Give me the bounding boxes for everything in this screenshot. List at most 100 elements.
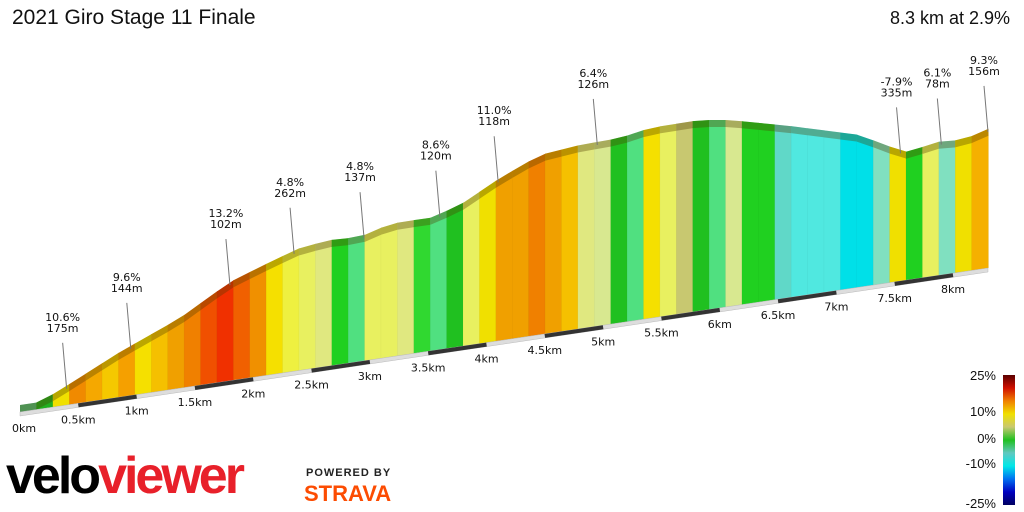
legend-tick-label: 25%	[970, 368, 996, 383]
road-surface-shade	[184, 302, 201, 323]
road-surface	[102, 352, 119, 371]
road-surface-shade	[725, 120, 743, 129]
grade-segment	[741, 126, 760, 305]
grade-segment	[331, 243, 349, 366]
road-surface-shade	[315, 239, 333, 251]
road-surface-shade	[823, 130, 841, 140]
grade-segment	[233, 277, 251, 381]
grade-segment	[495, 176, 513, 342]
road-surface-shade	[905, 146, 923, 159]
road-surface-shade	[971, 128, 989, 144]
road-surface-shade	[659, 123, 677, 134]
road-surface	[52, 383, 70, 402]
grade-segment	[905, 152, 924, 281]
road-surface-shade	[348, 234, 366, 246]
road-surface-shade	[200, 291, 218, 311]
annotation-grade: 10.6%	[45, 311, 80, 324]
road-surface-shade	[528, 153, 546, 169]
x-tick-label: 3km	[358, 370, 382, 383]
road-surface-shade	[134, 334, 152, 351]
road-surface-shade	[364, 227, 382, 242]
road-surface	[610, 135, 628, 147]
x-tick-label: 0km	[12, 422, 36, 435]
road-surface-shade	[512, 161, 530, 178]
annotation-grade: -7.9%	[881, 75, 913, 88]
road-surface-shade	[151, 324, 169, 342]
grade-segment	[659, 129, 678, 318]
x-tick-label: 4km	[474, 353, 498, 366]
grade-segment	[626, 135, 645, 322]
x-tick-label: 4.5km	[528, 344, 563, 357]
km-band	[777, 290, 837, 304]
logo-viewer: viewer	[98, 447, 245, 505]
grade-segment	[528, 159, 546, 337]
road-surface-shade	[167, 314, 185, 332]
grade-segment	[593, 145, 612, 327]
road-surface-shade	[873, 140, 891, 154]
road-surface	[298, 243, 316, 256]
annotation-leader-line	[62, 342, 68, 389]
road-surface-shade	[413, 217, 431, 228]
road-surface	[643, 126, 661, 138]
x-tick-label: 6.5km	[761, 309, 796, 322]
road-surface-shade	[249, 263, 267, 280]
grade-segment	[971, 134, 989, 271]
road-surface-shade	[266, 255, 284, 271]
annotation-length: 126m	[577, 78, 609, 91]
climb-summary: 8.3 km at 2.9%	[889, 8, 1010, 28]
road-surface	[167, 314, 185, 332]
km-band	[311, 359, 371, 373]
road-surface	[807, 128, 825, 138]
legend-tick-label: 10%	[970, 404, 996, 419]
road-surface	[134, 334, 152, 351]
km-band	[427, 342, 487, 356]
road-surface-shade	[20, 402, 37, 412]
x-tick-label: 8km	[941, 283, 965, 296]
annotation-length: 137m	[344, 171, 376, 184]
road-surface	[922, 141, 940, 155]
grade-segment	[807, 133, 825, 296]
x-tick-label: 2km	[241, 387, 265, 400]
road-surface	[758, 122, 776, 132]
road-surface-shade	[282, 248, 300, 264]
road-surface	[627, 130, 644, 143]
annotation-grade: 9.3%	[970, 54, 998, 67]
road-surface	[856, 134, 874, 148]
road-surface-shade	[495, 170, 513, 188]
road-surface-shade	[922, 141, 940, 155]
road-surface	[889, 146, 907, 159]
grade-segment	[298, 249, 317, 371]
road-surface-shade	[709, 120, 726, 127]
grade-segment	[462, 197, 481, 347]
road-surface-shade	[692, 120, 710, 129]
road-surface	[20, 402, 37, 412]
annotation-grade: 8.6%	[422, 139, 450, 152]
grade-segment	[610, 141, 628, 325]
annotation-length: 78m	[925, 77, 950, 90]
powered-by-text: POWERED BY	[306, 467, 392, 479]
road-surface	[577, 142, 595, 153]
road-surface	[528, 153, 546, 169]
x-tick-label: 1km	[125, 405, 149, 418]
annotation-length: 120m	[420, 150, 452, 163]
grade-segment	[774, 130, 792, 301]
annotation-grade: 13.2%	[208, 207, 243, 220]
grade-segment	[216, 285, 235, 384]
grade-segment	[790, 131, 809, 298]
road-surface	[938, 140, 956, 149]
road-surface	[413, 217, 431, 228]
road-surface	[479, 180, 497, 199]
road-surface	[85, 363, 103, 381]
road-surface	[462, 191, 480, 210]
logo-velo: velo	[6, 447, 101, 505]
legend-tick-label: -25%	[966, 496, 997, 511]
road-surface	[709, 120, 726, 127]
annotation-leader-line	[983, 85, 989, 132]
annotation-grade: 4.8%	[276, 176, 304, 189]
grade-segment	[167, 320, 185, 391]
road-surface-shade	[577, 142, 595, 153]
road-surface-shade	[36, 394, 54, 410]
road-surface	[512, 161, 530, 178]
annotation-leader-line	[126, 302, 132, 349]
grade-segment	[954, 141, 973, 274]
